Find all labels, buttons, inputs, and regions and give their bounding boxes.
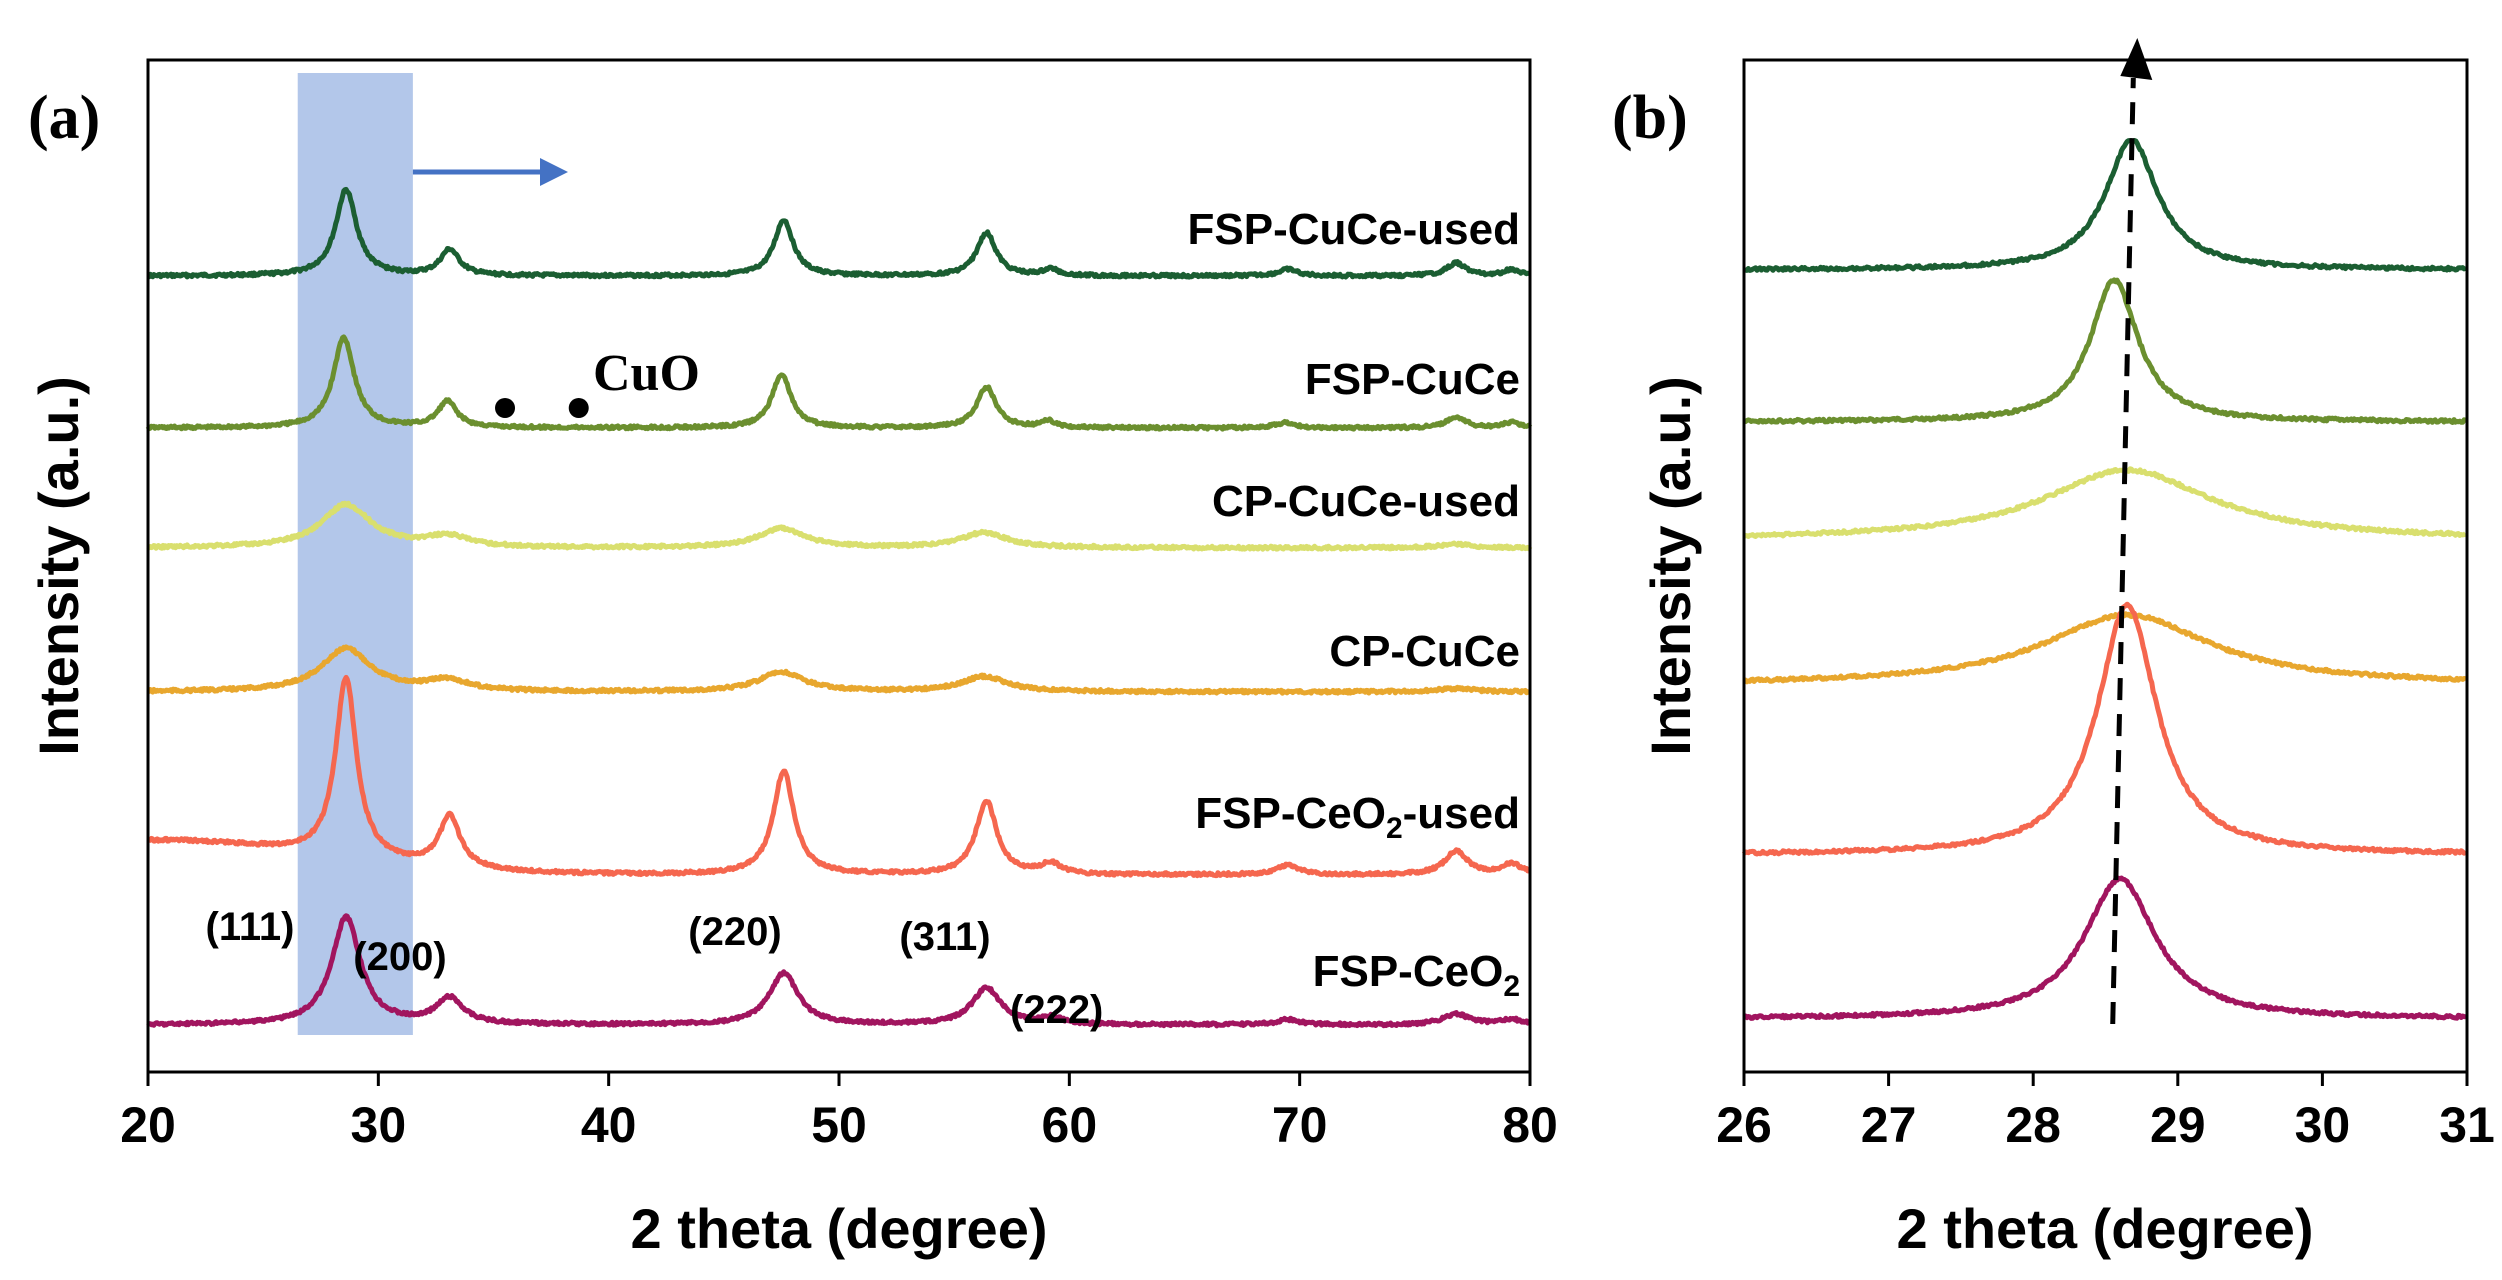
shift-arrow (412, 158, 568, 186)
panel-a-x-tick-label: 70 (1272, 1097, 1328, 1153)
panel-a-peak-labels: (111) (200) (220) (311) (222) (206, 905, 1104, 1032)
peak-label: (311) (899, 915, 990, 959)
panel-b-trace-cp-cuce-used (1742, 466, 2468, 539)
cuo-label: CuO (593, 345, 700, 402)
panel-a-trace-fsp-ceo2 (146, 913, 1532, 1029)
panel-a-x-axis-label: 2 theta (degree) (631, 1197, 1048, 1260)
panel-b-label: (b) (1612, 84, 1688, 152)
cuo-marker (495, 398, 516, 418)
panel-b-x-tick-label: 27 (1861, 1097, 1917, 1153)
dashed-arrow-head (2120, 38, 2153, 80)
panel-a-y-axis-label: Intensity (a.u.) (27, 376, 90, 756)
panel-b-x-tick-label: 31 (2439, 1097, 2495, 1153)
peak-label: (222) (1010, 988, 1103, 1032)
panel-b-y-axis-label: Intensity (a.u.) (1639, 376, 1702, 756)
panel-a-trace-fsp-cuce-used (146, 186, 1532, 280)
series-label-fsp-cuce-used: FSP-CuCe-used (1188, 205, 1520, 254)
panel-b-trace-fsp-cuce (1742, 277, 2467, 425)
panel-b-x-tick-label: 28 (2005, 1097, 2061, 1153)
panel-a-x-ticks: 20 30 40 50 60 70 80 (120, 1072, 1558, 1153)
panel-a-x-tick-label: 50 (811, 1097, 867, 1153)
panel-b-trace-fsp-ceo2-used (1741, 601, 2468, 857)
panel-b-x-axis-label: 2 theta (degree) (1897, 1197, 2314, 1260)
panel-a-traces (145, 186, 1533, 1029)
shift-arrow-head (540, 158, 568, 186)
panel-b-x-ticks: 26 27 28 29 30 31 (1716, 1072, 2495, 1153)
series-label-cp-cuce-used: CP-CuCe-used (1212, 477, 1520, 526)
panel-b: 26 27 28 29 30 31 (b) 2 theta (degree) Intens… (1612, 38, 2495, 1260)
panel-b-frame (1742, 58, 2469, 1074)
cuo-markers (495, 398, 589, 418)
panel-b-traces (1741, 138, 2468, 1021)
series-label-cp-cuce: CP-CuCe (1329, 627, 1520, 676)
panel-b-x-tick-label: 26 (1716, 1097, 1772, 1153)
panel-a-trace-fsp-cuce (145, 334, 1533, 432)
panel-a-trace-cp-cuce (146, 644, 1532, 696)
panel-a-highlight-band (297, 73, 413, 1035)
panel-b-x-tick-label: 30 (2295, 1097, 2351, 1153)
panel-a-trace-fsp-ceo2-used (146, 674, 1532, 879)
panel-b-trace-fsp-ceo2 (1742, 875, 2467, 1021)
peak-label: (200) (353, 935, 446, 979)
panel-b-x-tick-label: 29 (2150, 1097, 2206, 1153)
panel-a: 20 30 40 50 60 70 80 FSP-CuCe-used FSP-CuCe CP-C… (27, 58, 1558, 1260)
panel-a-label: (a) (28, 84, 100, 152)
panel-a-x-tick-label: 20 (120, 1097, 176, 1153)
panel-a-trace-cp-cuce-used (146, 500, 1533, 552)
series-label-fsp-cuce: FSP-CuCe (1305, 355, 1520, 404)
panel-a-x-tick-label: 60 (1042, 1097, 1098, 1153)
peak-shift-dashed-arrow (2110, 38, 2153, 1025)
peak-label: (111) (206, 905, 295, 949)
series-label-fsp-ceo2-used: FSP-CeO2-used (1195, 789, 1520, 845)
dashed-arrow-line (2110, 77, 2136, 1025)
panel-a-x-tick-label: 80 (1502, 1097, 1558, 1153)
series-label-fsp-ceo2: FSP-CeO2 (1313, 947, 1520, 1003)
panel-b-trace-cp-cuce (1742, 611, 2467, 685)
panel-a-x-tick-label: 30 (351, 1097, 407, 1153)
peak-label: (220) (688, 910, 781, 954)
panel-a-series-labels: FSP-CuCe-used FSP-CuCe CP-CuCe-used CP-CuCe… (1188, 205, 1520, 1003)
cuo-marker (568, 398, 589, 418)
panel-a-x-tick-label: 40 (581, 1097, 637, 1153)
panel-b-trace-fsp-cuce-used (1742, 138, 2468, 273)
